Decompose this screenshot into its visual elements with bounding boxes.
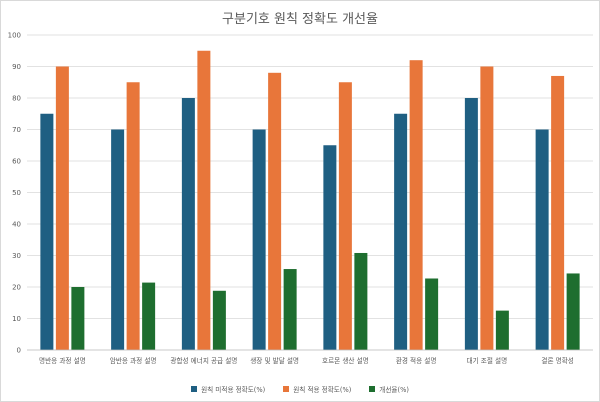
y-tick-label: 0 [17,347,21,355]
bar [252,129,266,350]
x-tick-label: 명반응 과정 설명 [39,356,86,365]
bar [40,113,54,350]
legend: 원칙 미적용 정확도(%) 원칙 적용 정확도(%) 개선율(%) [0,384,600,394]
x-tick-label: 호르몬 생산 설명 [322,356,369,365]
y-tick-label: 90 [12,63,21,71]
bar [71,287,85,350]
y-tick-label: 40 [12,221,21,229]
legend-swatch [191,386,198,392]
bar [425,278,439,350]
x-tick-label: 결론 명확성 [541,356,573,365]
bar [283,269,297,350]
x-tick-label: 생장 및 발달 설명 [250,356,299,365]
legend-label: 원칙 미적용 정확도(%) [201,386,266,394]
bar [354,252,368,350]
y-tick-label: 30 [12,252,21,260]
bar [197,50,211,350]
bar [551,75,565,350]
bar [126,82,140,350]
bar [268,72,282,351]
legend-swatch [369,386,376,392]
bar [111,129,125,350]
bar [181,98,195,350]
y-tick-label: 80 [12,95,21,103]
y-tick-label: 10 [12,315,21,323]
bar [480,66,494,350]
bar [338,82,352,350]
bar [495,310,509,350]
y-tick-label: 50 [12,189,21,197]
bar [409,60,423,350]
y-tick-label: 20 [12,284,21,292]
x-tick-label: 대기 조절 설명 [467,356,508,365]
bar [566,273,580,350]
legend-item: 개선율(%) [369,384,409,394]
y-tick-label: 60 [12,158,21,166]
y-tick-label: 70 [12,126,21,134]
bar [464,98,478,350]
bar [535,129,549,350]
legend-label: 개선율(%) [379,386,409,394]
legend-swatch [283,386,290,392]
legend-item: 원칙 적용 정확도(%) [283,384,351,394]
legend-label: 원칙 적용 정확도(%) [293,386,352,394]
x-tick-label: 암반응 과정 설명 [110,356,157,365]
bar [212,290,226,350]
y-tick-label: 100 [8,32,21,40]
x-tick-label: 광합성 에너지 공급 설명 [170,356,237,365]
bar [394,113,408,350]
x-tick-label: 환경 적응 설명 [396,356,437,365]
bar [323,145,337,350]
chart-title: 구분기호 원칙 정확도 개선율 [222,12,378,27]
bar [55,66,69,350]
legend-item: 원칙 미적용 정확도(%) [191,384,265,394]
bar [142,282,156,350]
